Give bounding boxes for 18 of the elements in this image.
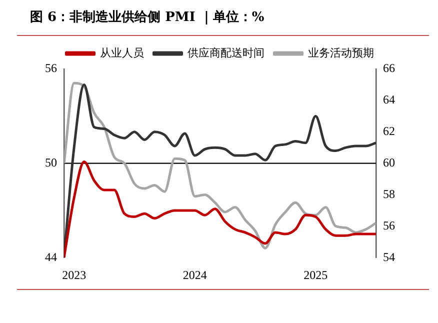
y2-tick-label: 62 [383, 124, 395, 138]
chart-title: 图 6：非制造业供给侧 PMI ｜单位：% [30, 9, 264, 26]
legend-label: 供应商配送时间 [187, 46, 264, 60]
y2-tick-label: 58 [383, 186, 395, 201]
y2-tick-label: 66 [383, 61, 395, 76]
x-tick-label: 2025 [304, 268, 328, 282]
y-tick-label: 56 [45, 61, 57, 76]
legend-label: 业务活动预期 [308, 46, 374, 60]
line-series [64, 160, 376, 258]
y-tick-label: 50 [45, 155, 57, 170]
y2-tick-label: 54 [383, 250, 395, 264]
y-tick-label: 44 [45, 250, 57, 264]
legend-label: 从业人员 [100, 46, 144, 60]
y2-tick-label: 64 [383, 92, 395, 107]
y2-tick-label: 56 [383, 218, 395, 232]
x-tick-label: 2024 [182, 268, 207, 282]
x-tick-label: 2023 [62, 268, 86, 282]
y2-tick-label: 60 [383, 155, 395, 170]
